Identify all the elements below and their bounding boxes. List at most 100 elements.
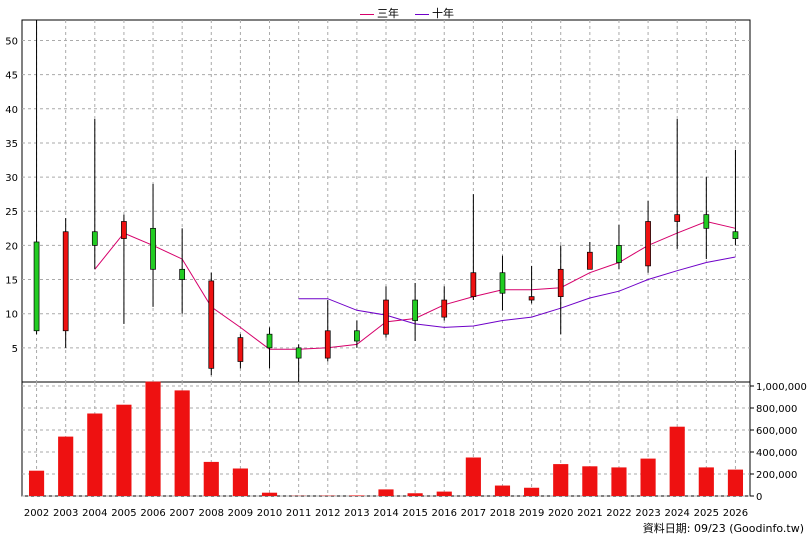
volume-bar: [466, 458, 481, 497]
candle-body: [384, 300, 389, 334]
price-y-tick-label: 45: [5, 71, 18, 82]
volume-y-tick-label: 400,000: [756, 448, 797, 459]
volume-bar: [116, 405, 131, 496]
volume-bar: [641, 459, 656, 496]
moving-average-line: [299, 257, 736, 327]
x-tick-label: 2016: [432, 508, 457, 519]
x-tick-label: 2021: [577, 508, 602, 519]
x-tick-label: 2022: [606, 508, 631, 519]
volume-bar: [611, 467, 626, 496]
volume-bar: [58, 437, 73, 496]
candle-body: [529, 297, 534, 300]
volume-bar: [582, 466, 597, 496]
candle-body: [325, 331, 330, 358]
x-tick-label: 2005: [111, 508, 136, 519]
candle-body: [34, 242, 39, 331]
source-text: 資料日期: 09/23 (Goodinfo.tw): [643, 520, 804, 536]
candle-body: [238, 338, 243, 362]
volume-y-tick-label: 0: [756, 492, 762, 503]
candle-body: [92, 232, 97, 246]
x-tick-label: 2008: [199, 508, 224, 519]
volume-bar: [349, 495, 364, 496]
volume-bar: [204, 462, 219, 496]
x-tick-label: 2002: [24, 508, 49, 519]
volume-bar: [728, 470, 743, 496]
volume-bar: [233, 469, 248, 497]
volume-bar: [553, 464, 568, 496]
volume-bar: [145, 382, 160, 496]
candle-body: [646, 221, 651, 265]
candle-body: [471, 273, 476, 297]
price-y-tick-label: 20: [5, 241, 18, 252]
price-y-tick-label: 5: [12, 344, 18, 355]
candle-body: [267, 334, 272, 348]
volume-y-tick-label: 800,000: [756, 404, 797, 415]
x-tick-label: 2003: [53, 508, 78, 519]
x-tick-label: 2011: [286, 508, 311, 519]
x-tick-label: 2019: [519, 508, 544, 519]
volume-bar: [262, 493, 277, 496]
x-tick-label: 2026: [723, 508, 748, 519]
volume-bar: [699, 467, 714, 496]
candle-body: [354, 331, 359, 341]
candle-body: [500, 273, 505, 293]
x-tick-label: 2025: [694, 508, 719, 519]
candle-body: [675, 215, 680, 222]
candle-body: [442, 300, 447, 317]
candle-body: [121, 221, 126, 238]
x-tick-label: 2013: [344, 508, 369, 519]
x-tick-label: 2018: [490, 508, 515, 519]
volume-bar: [29, 471, 44, 496]
legend-label-three-year: 三年: [377, 7, 399, 20]
x-tick-label: 2023: [635, 508, 660, 519]
volume-bar: [175, 390, 190, 496]
volume-bar: [408, 493, 423, 496]
x-tick-label: 2020: [548, 508, 573, 519]
candle-body: [180, 269, 185, 279]
volume-bar: [437, 492, 452, 496]
candle-body: [63, 232, 68, 331]
volume-y-tick-label: 1,000,000: [756, 382, 807, 393]
x-tick-label: 2006: [140, 508, 165, 519]
candle-body: [209, 281, 214, 368]
x-tick-label: 2009: [228, 508, 253, 519]
price-y-tick-label: 50: [5, 36, 18, 47]
x-tick-label: 2017: [461, 508, 486, 519]
volume-bar: [378, 489, 393, 496]
x-tick-label: 2004: [82, 508, 107, 519]
volume-bar: [495, 486, 510, 496]
legend: 三年 十年: [360, 5, 454, 21]
legend-swatch-three-year: [360, 14, 374, 15]
x-tick-label: 2010: [257, 508, 282, 519]
candle-body: [151, 228, 156, 269]
x-tick-label: 2012: [315, 508, 340, 519]
legend-item-ten-year: 十年: [415, 5, 454, 21]
candle-body: [616, 245, 621, 262]
volume-y-tick-label: 200,000: [756, 470, 797, 481]
price-y-tick-label: 40: [5, 105, 18, 116]
candle-body: [587, 252, 592, 269]
volume-bar: [524, 488, 539, 496]
candle-body: [296, 348, 301, 358]
x-tick-label: 2015: [402, 508, 427, 519]
legend-item-three-year: 三年: [360, 5, 399, 21]
candle-body: [733, 232, 738, 239]
candle-body: [558, 269, 563, 296]
legend-label-ten-year: 十年: [432, 7, 454, 20]
volume-bar: [87, 414, 102, 497]
price-y-tick-label: 15: [5, 276, 18, 287]
x-tick-label: 2014: [373, 508, 398, 519]
x-tick-label: 2024: [664, 508, 689, 519]
price-y-tick-label: 30: [5, 173, 18, 184]
price-y-tick-label: 25: [5, 207, 18, 218]
legend-swatch-ten-year: [415, 14, 429, 15]
x-tick-label: 2007: [169, 508, 194, 519]
price-y-tick-label: 10: [5, 310, 18, 321]
candle-body: [413, 300, 418, 320]
price-y-tick-label: 35: [5, 139, 18, 150]
volume-y-tick-label: 600,000: [756, 426, 797, 437]
candle-body: [704, 215, 709, 229]
volume-bar: [670, 427, 685, 496]
